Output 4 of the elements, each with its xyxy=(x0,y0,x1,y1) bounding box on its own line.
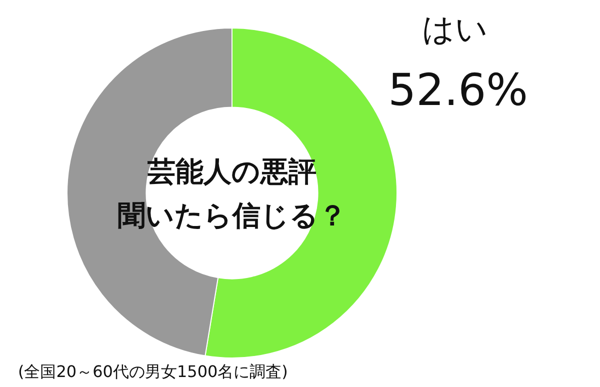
data-label: 52.6% xyxy=(388,65,528,116)
text: (全国20～60代の男女1500名に調査) xyxy=(18,362,288,381)
text: 芸能人の悪評聞いたら信じる？ xyxy=(118,155,346,232)
slice-label: はい xyxy=(422,10,488,48)
